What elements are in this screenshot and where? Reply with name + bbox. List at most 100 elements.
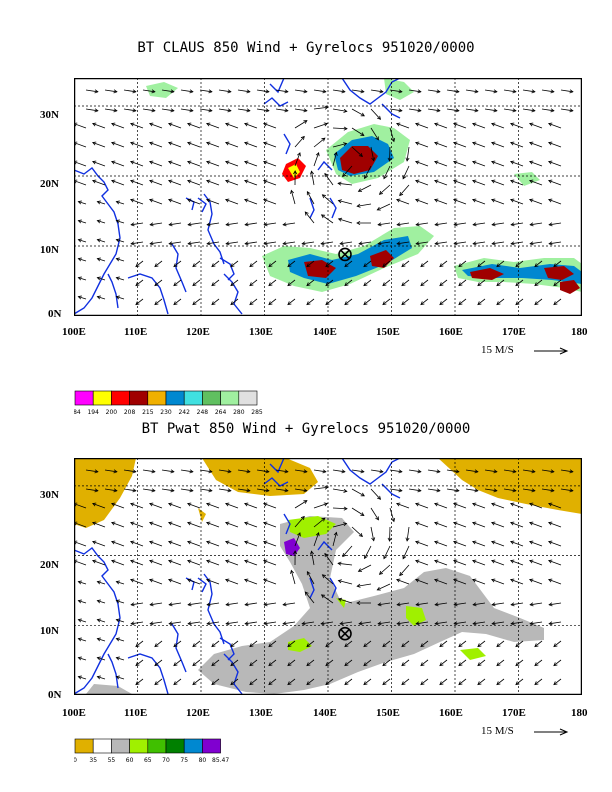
wind-arrow	[78, 619, 87, 623]
panel2-colorbar-tick-label: 80	[199, 757, 207, 764]
wind-arrowhead	[323, 502, 329, 507]
wind-arrowhead	[569, 488, 574, 493]
wind-arrow	[332, 532, 337, 547]
wind-arrowhead	[244, 578, 249, 583]
wind-arrow	[168, 161, 182, 167]
wind-arrow	[188, 602, 201, 606]
wind-arrowhead	[382, 643, 387, 648]
coastline-15	[185, 197, 195, 211]
wind-arrow	[434, 199, 448, 205]
wind-arrow	[287, 298, 296, 305]
wind-arrowhead	[364, 554, 368, 560]
cloud-core-2	[340, 146, 378, 174]
wind-arrow	[244, 579, 258, 585]
wind-arrowhead	[151, 89, 156, 94]
wind-arrow	[263, 522, 277, 528]
coastline-4	[203, 193, 225, 265]
coastline-3	[171, 243, 187, 293]
wind-arrow	[351, 108, 365, 117]
wind-arrow	[78, 600, 87, 604]
wind-arrow	[363, 298, 372, 305]
panel1-lon-label-170e: 170E	[502, 326, 526, 338]
wind-arrowhead	[96, 219, 101, 224]
wind-arrow	[325, 678, 334, 685]
wind-arrowhead	[287, 681, 292, 686]
wind-arrow	[92, 503, 106, 509]
wind-arrow	[211, 298, 220, 305]
panel2-colorbar-swatch	[183, 738, 203, 754]
wind-arrowhead	[320, 621, 325, 626]
wind-arrowhead	[113, 89, 118, 94]
wind-arrow	[225, 199, 239, 205]
wind-arrow	[492, 602, 505, 606]
wind-arrowhead	[396, 602, 401, 607]
wind-arrowhead	[391, 137, 396, 143]
wind-arrow	[225, 560, 239, 566]
wind-arrowhead	[356, 203, 361, 208]
wind-arrow	[358, 184, 372, 192]
wind-arrowhead	[74, 521, 78, 526]
wind-arrowhead	[325, 301, 330, 306]
wind-arrow	[173, 298, 182, 305]
wind-arrowhead	[77, 219, 82, 224]
wind-arrowhead	[415, 521, 420, 526]
coastline-11	[309, 197, 315, 219]
panel1-lon-label-150e: 150E	[376, 326, 400, 338]
wind-arrow	[249, 640, 258, 647]
wind-arrowhead	[491, 559, 496, 564]
wind-arrowhead	[310, 170, 314, 175]
wind-arrow	[92, 560, 106, 566]
wind-arrowhead	[453, 241, 458, 246]
wind-arrow	[256, 469, 269, 473]
wind-arrow	[97, 657, 106, 661]
wind-arrow	[420, 678, 429, 685]
wind-arrowhead	[415, 502, 420, 507]
wind-arrow	[306, 298, 315, 305]
wind-arrow	[491, 579, 505, 585]
wind-arrow	[294, 500, 308, 509]
wind-arrow	[130, 579, 144, 585]
wind-arrowhead	[225, 179, 230, 184]
wind-arrow	[472, 579, 486, 585]
wind-arrowhead	[96, 295, 101, 300]
wind-arrow	[116, 296, 125, 300]
wind-arrow	[130, 199, 144, 205]
wind-arrowhead	[371, 537, 376, 542]
wind-arrow	[225, 579, 239, 585]
wind-arrowhead	[192, 263, 197, 268]
wind-arrow	[332, 152, 337, 167]
wind-arrow	[74, 541, 87, 547]
wind-arrow	[168, 199, 182, 205]
wind-arrow	[211, 678, 220, 685]
wind-arrowhead	[531, 469, 536, 474]
wind-arrow	[97, 277, 106, 281]
wind-arrow	[420, 260, 429, 267]
wind-arrow	[548, 541, 562, 547]
wind-arrowhead	[458, 263, 463, 268]
wind-arrowhead	[415, 602, 420, 607]
wind-arrow	[225, 161, 239, 167]
wind-arrowhead	[342, 553, 347, 558]
wind-arrowhead	[491, 621, 496, 626]
gyre-marker-circle	[338, 247, 352, 262]
wind-arrowhead	[491, 179, 496, 184]
panel2-colorbar-swatch	[74, 738, 94, 754]
wind-arrowhead	[512, 469, 517, 474]
wind-arrow	[416, 602, 429, 606]
panel1-lat-label-30n: 30N	[40, 109, 59, 121]
wind-arrow	[92, 142, 106, 148]
wind-arrow	[154, 640, 163, 647]
wind-arrow	[415, 123, 429, 129]
wind-arrowhead	[206, 122, 211, 127]
panel1-lat-label-0n: 0N	[48, 308, 62, 320]
wind-arrow	[313, 106, 328, 110]
wind-arrowhead	[206, 179, 211, 184]
wind-arrowhead	[187, 621, 192, 626]
wind-arrow	[264, 602, 277, 606]
wind-arrowhead	[244, 122, 249, 127]
wind-arrowhead	[96, 257, 101, 262]
wind-arrowhead	[321, 517, 326, 522]
wind-arrow	[304, 211, 315, 224]
wind-arrow	[116, 638, 125, 642]
wind-arrow	[187, 199, 201, 205]
